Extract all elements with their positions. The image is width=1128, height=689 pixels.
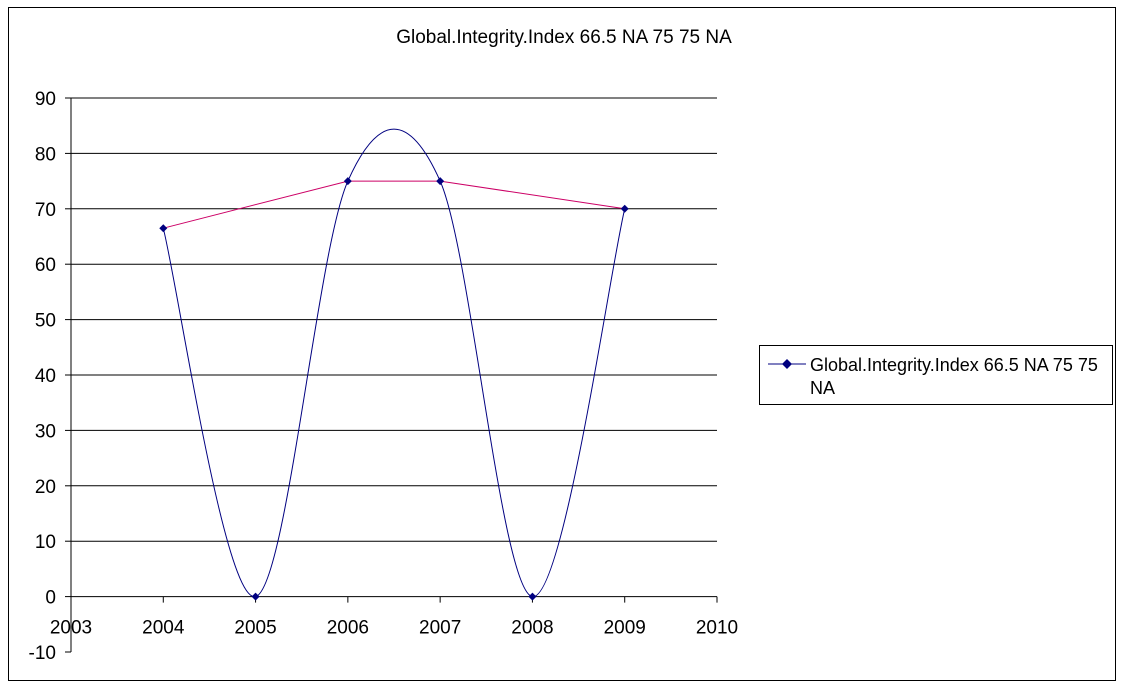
x-tick-label: 2007 — [419, 618, 461, 639]
legend: Global.Integrity.Index 66.5 NA 75 75 NA — [759, 345, 1113, 405]
x-tick-label: 2009 — [604, 618, 646, 639]
y-tick-label: 60 — [35, 255, 56, 276]
y-tick-label: 20 — [35, 477, 56, 498]
series-line-smoothed — [162, 128, 626, 598]
y-tick-label: 70 — [35, 200, 56, 221]
chart-title: Global.Integrity.Index 66.5 NA 75 75 NA — [396, 27, 732, 48]
y-tick-label: 30 — [35, 421, 56, 442]
x-tick-label: 2010 — [696, 618, 738, 639]
x-tick-label: 2004 — [142, 618, 185, 639]
x-tick-label: 2003 — [50, 618, 92, 639]
series-line-straight — [163, 180, 625, 229]
legend-marker-icon — [768, 359, 806, 369]
data-point-marker — [436, 177, 445, 186]
chart-frame — [8, 7, 1116, 681]
y-tick-label: 50 — [35, 311, 56, 332]
data-point-marker — [251, 592, 260, 601]
y-tick-label: 10 — [35, 532, 56, 553]
y-tick-label: 80 — [35, 144, 56, 165]
x-tick-label: 2005 — [234, 618, 276, 639]
y-tick-label: 90 — [35, 89, 56, 110]
x-tick-label: 2008 — [511, 618, 553, 639]
y-tick-label: 40 — [35, 366, 56, 387]
data-point-marker — [343, 177, 352, 186]
data-point-marker — [159, 224, 168, 233]
y-tick-label: 0 — [45, 588, 56, 609]
data-point-marker — [528, 592, 537, 601]
data-point-marker — [620, 204, 629, 213]
legend-label: Global.Integrity.Index 66.5 NA 75 75 NA — [810, 355, 1098, 398]
y-tick-label: -10 — [29, 643, 56, 664]
x-tick-label: 2006 — [327, 618, 369, 639]
